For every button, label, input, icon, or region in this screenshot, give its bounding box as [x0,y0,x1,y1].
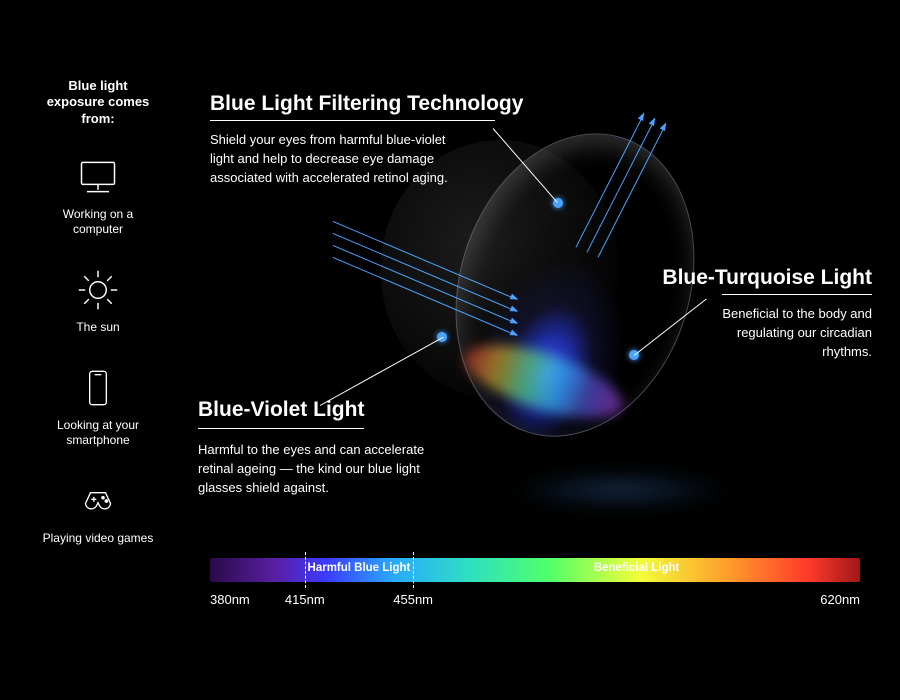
source-item-games: Playing video games [38,477,158,547]
spectrum-chart: Harmful Blue Light Beneficial Light 380n… [210,558,860,614]
sidebar-title: Blue light exposure comes from: [38,78,158,127]
callout-underline-icon [722,294,872,295]
sun-icon [74,266,122,314]
source-item-computer: Working on a computer [38,153,158,238]
spectrum-axis: 380nm 415nm 455nm 620nm [210,592,860,614]
spectrum-tick-label: 415nm [285,592,325,607]
spectrum-tick-icon [413,552,414,588]
source-label: Playing video games [38,531,158,547]
source-label: Working on a computer [38,207,158,238]
callout-filtering: Blue Light Filtering Technology Shield y… [210,92,530,188]
source-item-sun: The sun [38,266,158,336]
source-item-smartphone: Looking at your smartphone [38,364,158,449]
callout-body: Shield your eyes from harmful blue-viole… [210,131,460,188]
spectrum-region-label: Beneficial Light [594,562,680,574]
callout-underline-icon [210,120,495,121]
computer-monitor-icon [74,153,122,201]
callout-title: Blue-Turquoise Light [642,266,872,290]
source-label: Looking at your smartphone [38,418,158,449]
spectrum-tick-label: 620nm [820,592,860,607]
smartphone-icon [74,364,122,412]
exposure-sources-sidebar: Blue light exposure comes from: Working … [38,78,158,574]
spectrum-tick-icon [305,552,306,588]
source-label: The sun [38,320,158,336]
callout-body: Harmful to the eyes and can accelerate r… [198,441,448,498]
spectrum-tick-label: 380nm [210,592,250,607]
callout-title: Blue-Violet Light [198,398,364,429]
callout-violet: Blue-Violet Light Harmful to the eyes an… [198,398,458,498]
spectrum-region-label: Harmful Blue Light [308,562,411,574]
callout-turquoise: Blue-Turquoise Light Beneficial to the b… [642,266,872,362]
callout-title: Blue Light Filtering Technology [210,92,530,116]
spectrum-gradient-bar: Harmful Blue Light Beneficial Light [210,558,860,582]
spectrum-tick-label: 455nm [393,592,433,607]
main-diagram: Blue Light Filtering Technology Shield y… [190,0,900,700]
game-controller-icon [74,477,122,525]
callout-body: Beneficial to the body and regulating ou… [717,305,872,362]
lens-glare-icon [510,470,730,510]
